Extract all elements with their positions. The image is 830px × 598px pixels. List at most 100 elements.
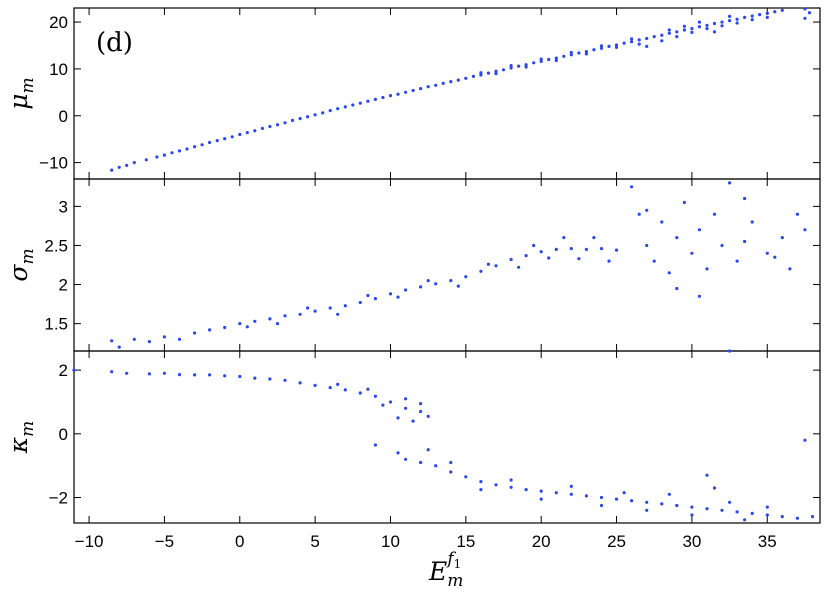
y-tick-label: 0 xyxy=(59,107,68,126)
data-point xyxy=(336,382,340,386)
y-tick-label: 10 xyxy=(49,60,68,79)
data-point xyxy=(795,212,800,216)
data-point xyxy=(705,473,709,477)
data-point xyxy=(494,72,498,76)
data-point xyxy=(501,68,506,72)
data-point xyxy=(780,8,784,12)
data-point xyxy=(162,335,166,339)
data-point xyxy=(630,185,634,189)
data-point xyxy=(682,28,687,32)
data-point xyxy=(675,35,679,39)
data-point xyxy=(388,292,393,296)
data-point xyxy=(509,485,513,489)
data-point xyxy=(750,511,754,515)
data-point xyxy=(509,66,513,70)
data-point xyxy=(720,508,724,512)
data-point xyxy=(313,383,317,387)
data-point xyxy=(539,497,543,501)
data-point xyxy=(245,131,249,135)
data-point xyxy=(306,115,310,119)
data-point xyxy=(622,491,626,495)
data-point xyxy=(230,135,234,139)
data-point xyxy=(569,484,573,488)
data-point xyxy=(419,402,423,406)
data-point xyxy=(803,438,807,442)
x-tick-label: −5 xyxy=(155,532,174,551)
data-point xyxy=(72,368,76,372)
data-point xyxy=(599,247,604,251)
data-point xyxy=(509,64,513,68)
data-point xyxy=(223,325,227,330)
data-point xyxy=(524,65,528,69)
data-point xyxy=(388,94,393,98)
data-point xyxy=(223,374,227,378)
data-point xyxy=(162,153,166,157)
data-point xyxy=(667,28,671,32)
data-point xyxy=(660,220,664,224)
data-point xyxy=(675,503,679,508)
panel-kappa-frame xyxy=(73,350,821,524)
y-tick-label: 1.5 xyxy=(44,315,68,334)
data-point xyxy=(667,271,671,275)
data-point xyxy=(426,448,430,452)
data-point xyxy=(592,48,596,52)
data-point xyxy=(185,147,189,151)
data-point xyxy=(712,486,717,490)
data-point xyxy=(208,328,212,332)
data-point xyxy=(675,236,679,240)
x-tick-label: −10 xyxy=(75,532,104,551)
y-axis-label-mu: μm xyxy=(4,77,38,109)
series-sigma xyxy=(110,181,807,349)
data-point xyxy=(660,502,664,506)
data-point xyxy=(396,295,400,299)
panel-sigma-frame xyxy=(73,178,821,352)
data-point xyxy=(554,491,558,495)
data-point xyxy=(728,500,732,504)
data-point xyxy=(456,284,460,288)
y-tick-label: −10 xyxy=(39,154,68,173)
data-point xyxy=(645,208,649,212)
data-point xyxy=(321,111,325,115)
data-point xyxy=(193,331,197,335)
data-point xyxy=(577,51,581,55)
data-point xyxy=(667,492,671,496)
data-point xyxy=(532,61,536,65)
panel-mu-frame xyxy=(73,7,821,180)
data-point xyxy=(396,416,400,420)
data-point xyxy=(773,10,777,14)
data-point xyxy=(404,90,408,94)
data-point xyxy=(539,250,543,254)
data-point xyxy=(464,76,468,80)
data-point xyxy=(712,212,717,216)
data-point xyxy=(675,286,679,291)
data-point xyxy=(268,377,272,381)
panel-sigma: 1.5 2 2.5 3 σm xyxy=(4,178,821,352)
data-point xyxy=(486,262,490,266)
x-axis-label: Emf1 xyxy=(428,549,463,591)
data-point xyxy=(750,220,754,224)
panel-kappa: −10 −5 0 5 10 15 20 25 30 35 −2 0 2 κm xyxy=(4,349,821,551)
data-point xyxy=(554,56,558,60)
data-point xyxy=(298,117,302,121)
data-point xyxy=(690,251,694,255)
data-point xyxy=(614,43,619,47)
data-point xyxy=(155,155,159,159)
data-point xyxy=(637,38,641,42)
data-point xyxy=(313,113,317,117)
data-point xyxy=(328,386,332,390)
data-point xyxy=(193,145,197,149)
x-tick-label: 10 xyxy=(381,532,400,551)
data-point xyxy=(162,371,166,375)
data-point xyxy=(245,325,249,329)
data-point xyxy=(144,158,148,162)
data-point xyxy=(607,44,611,49)
data-point xyxy=(645,243,649,248)
data-point xyxy=(743,239,747,244)
data-point xyxy=(720,20,724,24)
data-point xyxy=(630,40,634,44)
data-point xyxy=(547,57,551,62)
data-point xyxy=(381,403,385,407)
y-tick-label: 2 xyxy=(59,361,68,380)
